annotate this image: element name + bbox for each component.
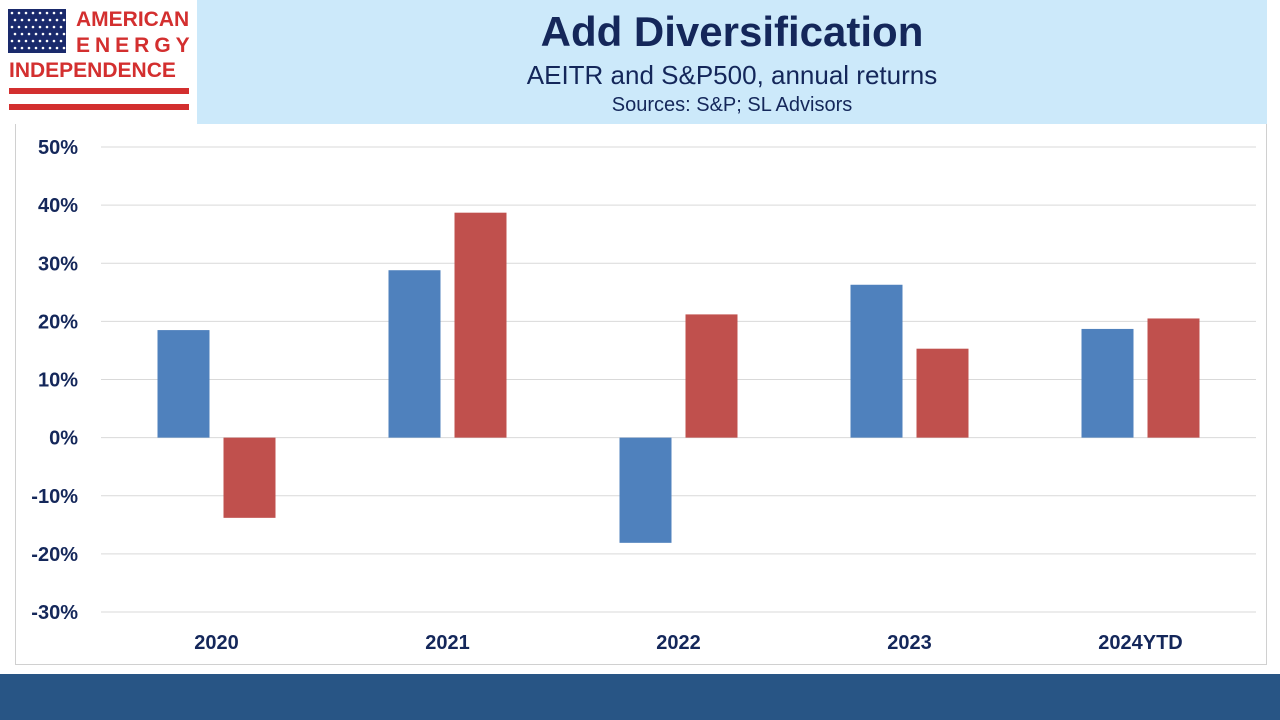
flag-star	[52, 11, 56, 15]
flag-star	[52, 39, 56, 43]
flag-star	[10, 39, 14, 43]
flag-star	[24, 25, 28, 29]
logo-stripe	[9, 88, 189, 94]
logo-word-independence: INDEPENDENCE	[9, 59, 176, 82]
flag-star	[62, 46, 66, 50]
flag-star	[27, 32, 31, 36]
flag-star	[20, 32, 24, 36]
flag-star	[55, 18, 59, 22]
flag-star	[34, 32, 38, 36]
chart-subtitle: AEITR and S&P500, annual returns	[526, 60, 938, 90]
y-tick-label: 20%	[38, 311, 78, 333]
flag-star	[31, 39, 35, 43]
flag-star	[13, 32, 17, 36]
bar-chart: 50% 40% 30% 20% 10% 0% -10% -20% -30% 2020 2021 202…	[31, 137, 1256, 654]
flag-star	[13, 18, 17, 22]
bar	[388, 270, 441, 438]
flag-star	[48, 46, 52, 50]
y-tick-label: 50%	[38, 137, 78, 159]
bar	[916, 348, 969, 438]
x-tick-label: 2022	[656, 632, 701, 654]
flag-star	[38, 39, 42, 43]
flag-star	[31, 25, 35, 29]
chart-sources: Sources: S&P; SL Advisors	[611, 94, 853, 116]
bar	[223, 437, 276, 518]
chart-title: Add Diversification	[540, 8, 924, 55]
flag-star	[38, 11, 42, 15]
flag-star	[52, 25, 56, 29]
flag-star	[27, 18, 31, 22]
x-tick-label: 2021	[425, 632, 470, 654]
flag-star	[20, 46, 24, 50]
logo-word-american: AMERICAN	[76, 8, 190, 31]
chart-area: 50% 40% 30% 20% 10% 0% -10% -20% -30% 2020 2021 202…	[15, 124, 1267, 665]
american-energy-independence-logo: AMERICAN ENERGY INDEPENDENCE	[0, 0, 197, 124]
flag-star	[10, 11, 14, 15]
flag-star	[27, 46, 31, 50]
bar	[157, 330, 210, 438]
flag-star	[41, 18, 45, 22]
flag-star	[24, 39, 28, 43]
flag-star	[48, 32, 52, 36]
flag-icon	[8, 9, 66, 53]
flag-star	[55, 46, 59, 50]
flag-star	[17, 11, 21, 15]
flag-star	[59, 39, 63, 43]
flag-star	[38, 25, 42, 29]
flag-star	[48, 18, 52, 22]
x-tick-label: 2023	[887, 632, 932, 654]
flag-star	[41, 46, 45, 50]
flag-star	[34, 18, 38, 22]
flag-star	[17, 39, 21, 43]
flag-star	[59, 11, 63, 15]
y-tick-label: 10%	[38, 370, 78, 392]
bar	[1081, 328, 1134, 438]
bar	[454, 212, 507, 438]
flag-star	[24, 11, 28, 15]
flag-star	[34, 46, 38, 50]
x-tick-label: 2024YTD	[1098, 632, 1183, 654]
flag-star	[45, 39, 49, 43]
bar	[1147, 318, 1200, 438]
y-tick-label: 0%	[49, 428, 78, 450]
y-tick-label: 30%	[38, 253, 78, 275]
flag-star	[41, 32, 45, 36]
logo-stripe	[9, 104, 189, 110]
logo-word-energy: ENERGY	[76, 34, 195, 57]
bar	[850, 284, 903, 438]
y-tick-label: -30%	[31, 602, 78, 624]
x-tick-label: 2020	[194, 632, 239, 654]
flag-star	[20, 18, 24, 22]
bar	[619, 437, 672, 543]
flag-star	[62, 32, 66, 36]
y-tick-label: -20%	[31, 544, 78, 566]
flag-star	[13, 46, 17, 50]
bar	[685, 314, 738, 438]
footer-band	[0, 674, 1280, 720]
flag-star	[45, 11, 49, 15]
flag-star	[17, 25, 21, 29]
flag-star	[31, 11, 35, 15]
flag-star	[59, 25, 63, 29]
flag-star	[55, 32, 59, 36]
y-tick-label: 40%	[38, 195, 78, 217]
y-tick-label: -10%	[31, 486, 78, 508]
flag-star	[45, 25, 49, 29]
flag-star	[62, 18, 66, 22]
flag-star	[10, 25, 14, 29]
header-banner: Add Diversification AEITR and S&P500, an…	[197, 0, 1267, 124]
